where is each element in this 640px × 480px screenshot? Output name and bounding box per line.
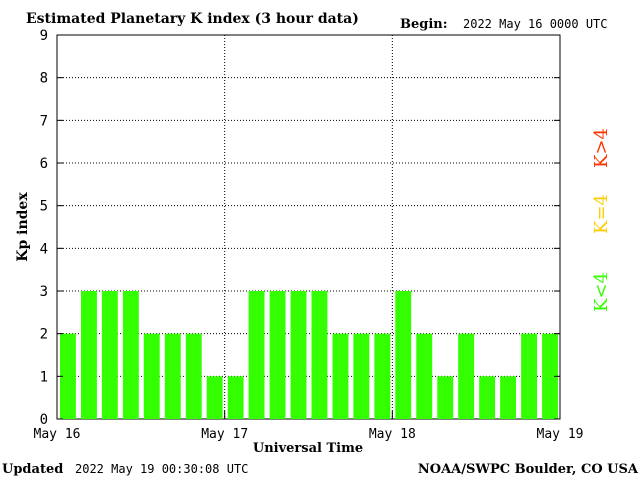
legend-k-equal-4: K=4 [591,194,612,234]
kp-bar [101,291,118,419]
updated-value: 2022 May 19 00:30:08 UTC [75,462,248,476]
y-tick-label: 9 [40,28,48,44]
plot-frame [56,34,561,420]
x-axis-ticks: May 16 May 17 May 18 May 19 [34,411,584,442]
legend-k-greater-4: K>4 [591,128,612,168]
x-tick-label: May 18 [369,427,416,442]
kp-bar [290,291,307,419]
y-tick-label: 0 [40,412,48,428]
y-tick-label: 8 [40,71,48,87]
kp-bar [269,291,286,419]
kp-bar [81,291,97,419]
plot-grid [57,35,560,419]
kp-bar [206,376,223,419]
kp-bar [353,333,370,419]
y-tick-label: 1 [40,369,48,385]
chart-title: Estimated Planetary K index (3 hour data… [26,11,359,27]
begin-label: Begin: [400,17,448,32]
kp-bar [458,333,475,419]
kp-bar [479,376,496,419]
kp-bar [60,333,76,419]
y-tick-label: 3 [40,284,48,300]
kp-bar [122,291,139,419]
begin-value: 2022 May 16 0000 UTC [463,17,608,31]
x-tick-label: May 16 [34,427,81,442]
kp-bar [374,333,391,419]
legend-k-less-4: K<4 [591,272,612,312]
y-axis-ticks: 0 1 2 3 4 5 6 7 8 9 [40,28,560,428]
kp-bars [60,291,558,419]
kp-bar [248,291,265,419]
source-credit: NOAA/SWPC Boulder, CO USA [418,462,639,477]
x-axis-label: Universal Time [253,441,363,456]
kp-bar [416,333,433,419]
kp-bar [227,376,244,419]
y-tick-label: 2 [40,327,48,343]
kp-bar [437,376,454,419]
y-tick-label: 5 [40,199,48,215]
y-axis-label: Kp index [15,192,31,262]
y-tick-label: 4 [40,241,48,257]
updated-label: Updated [2,462,63,477]
x-tick-label: May 17 [201,427,248,442]
y-tick-label: 6 [40,156,48,172]
kp-bar [395,291,412,419]
kp-bar [500,376,516,419]
x-tick-label: May 19 [537,427,584,442]
kp-bar [185,333,202,419]
kp-bar [521,333,537,419]
y-tick-label: 7 [40,113,48,129]
kp-bar [143,333,160,419]
kp-bar [332,333,349,419]
kp-bar [542,333,558,419]
kp-bar [164,333,181,419]
kp-bar [311,291,328,419]
